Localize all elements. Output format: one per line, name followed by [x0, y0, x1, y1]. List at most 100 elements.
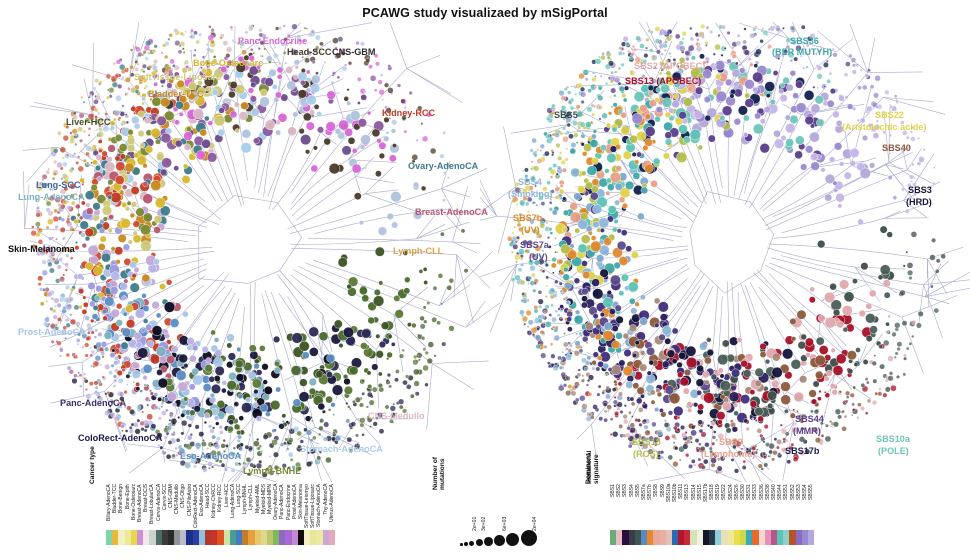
signature-label-12: SBS7b: [513, 213, 543, 223]
signature-legend-item[interactable]: SBS26: [733, 484, 740, 545]
signature-legend-swatch: [733, 530, 740, 545]
signature-legend-item[interactable]: SBS11: [678, 484, 685, 545]
signature-label-5: (Aristolochic acide): [842, 122, 927, 132]
signature-legend-item[interactable]: SBS40: [770, 484, 778, 545]
cancer-type-legend-item[interactable]: Lymph-CLL: [248, 484, 255, 545]
cancer-type-legend-item[interactable]: Breast-AdenoCA: [136, 484, 144, 545]
signature-legend-item[interactable]: SBS10b: [671, 484, 679, 545]
cancer-label-14: Prost-AdenoCA: [18, 327, 86, 337]
signature-legend-item[interactable]: SBS3: [622, 484, 629, 545]
signature-label-6: SBS40: [882, 143, 911, 153]
signature-legend-item[interactable]: SBS2: [616, 484, 623, 545]
signature-legend-item[interactable]: SBS31: [746, 484, 753, 545]
cancer-type-legend-swatch: [143, 530, 150, 545]
signature-legend-swatch: [770, 530, 778, 545]
cancer-type-legend-item[interactable]: Kidney-ChRCC: [211, 484, 218, 545]
signature-legend-item[interactable]: SBS55: [808, 484, 815, 545]
signature-legend-swatch: [789, 530, 796, 545]
signature-legend-item[interactable]: SBS7a: [640, 484, 648, 545]
mutation-count-tick: 3e+02: [480, 516, 487, 531]
cancer-type-legend-item[interactable]: Cervix-AdenoCA: [155, 484, 162, 545]
cancer-type-legend-item[interactable]: Cervix-SCC: [161, 484, 168, 545]
cancer-type-legend-item[interactable]: Ovary-AdenoCA: [273, 484, 280, 545]
signature-legend-item[interactable]: SBS1: [610, 484, 617, 545]
signature-legend-item[interactable]: SBS54: [801, 484, 808, 545]
signature-legend-item[interactable]: SBS8: [653, 484, 660, 545]
signature-legend-item[interactable]: SBS19: [715, 484, 722, 545]
signature-legend-swatch: [634, 530, 641, 545]
mutation-count-dot: [463, 542, 468, 546]
mutation-count-dot: [483, 537, 493, 546]
signature-legend-swatch: [665, 530, 672, 545]
signature-legend-swatch: [622, 530, 629, 545]
cancer-type-legend-item[interactable]: ColoRect-AdenoCA: [192, 484, 199, 545]
signature-legend-swatch: [746, 530, 753, 545]
cancer-type-legend-item[interactable]: CNS-Medullo: [174, 484, 181, 545]
signature-legend-item[interactable]: SBS51: [783, 484, 790, 545]
signature-legend-swatch: [801, 530, 808, 545]
cancer-type-plot[interactable]: [0, 22, 500, 482]
signature-legend-swatch: [709, 530, 716, 545]
signature-legend-label: SBS9: [659, 484, 666, 497]
cancer-type-legend-item[interactable]: Prost-AdenoCA: [291, 484, 298, 545]
signature-legend-label: SBS33: [752, 484, 759, 500]
cancer-type-legend-item[interactable]: Panc-AdenoCA: [279, 484, 286, 545]
cancer-type-legend-item[interactable]: Lung-AdenoCA: [229, 484, 236, 545]
cancer-type-legend-item[interactable]: SoftTissue-Liposarc: [310, 484, 317, 545]
cancer-type-legend-item[interactable]: Breast-DCIS: [143, 484, 150, 545]
signature-legend-item[interactable]: SBS24: [727, 484, 734, 545]
signature-legend-item[interactable]: SBS44: [777, 484, 784, 545]
mutational-signature-plot[interactable]: [480, 22, 970, 482]
cancer-label-5: Bladder-TCC: [148, 89, 204, 99]
cancer-type-panel: [0, 22, 500, 482]
signature-legend-item[interactable]: SBS9: [659, 484, 666, 545]
signature-legend-item[interactable]: SBS52: [789, 484, 796, 545]
cancer-type-legend-item[interactable]: Skin-Melanoma: [297, 484, 304, 545]
cancer-type-legend-label: Cervix-SCC: [161, 484, 168, 511]
signature-legend-item[interactable]: SBS13: [684, 484, 691, 545]
signature-legend-item[interactable]: SBS18: [709, 484, 716, 545]
cancer-type-legend-item[interactable]: Myeloid-MPN: [266, 484, 274, 545]
cancer-type-legend-item[interactable]: Bone-Osteosarc: [130, 484, 137, 545]
signature-legend-item[interactable]: SBS38: [764, 484, 771, 545]
signature-legend-item[interactable]: SBS4: [628, 484, 635, 545]
cancer-type-legend-item[interactable]: CNS-GBM: [167, 484, 175, 545]
cancer-type-legend-item[interactable]: SoftTissue-Leiomyo: [304, 484, 311, 545]
signature-legend-item[interactable]: SBS33: [752, 484, 759, 545]
signature-legend-item[interactable]: SBS36: [758, 484, 765, 545]
signature-legend-label: SBS36: [758, 484, 765, 500]
cancer-type-legend-item[interactable]: Lymph-BNHL: [242, 484, 249, 545]
signature-legend-label: SBS15: [696, 484, 703, 500]
cancer-type-legend-item[interactable]: CNS-PiloAstro: [186, 484, 193, 545]
cancer-type-legend-item[interactable]: Bone-Benign: [118, 484, 125, 545]
signature-legend-item[interactable]: SBS22: [721, 484, 728, 545]
cancer-type-legend-item[interactable]: Liver-HCC: [223, 484, 230, 545]
cancer-type-legend-item[interactable]: Uterus-AdenoCA: [328, 484, 335, 545]
cancer-type-legend-item[interactable]: Panc-Endocrine: [285, 484, 292, 545]
signature-legend-item[interactable]: SBS10a: [665, 484, 672, 545]
cancer-type-legend-item[interactable]: Myeloid-AML: [254, 484, 261, 545]
cancer-type-legend-item[interactable]: Breast-LobularCA: [149, 484, 156, 545]
signature-legend-item[interactable]: SBS5: [634, 484, 641, 545]
signature-legend-item[interactable]: SBS15: [696, 484, 703, 545]
signature-legend-item[interactable]: SBS14: [690, 484, 697, 545]
cancer-type-legend-swatch: [310, 530, 317, 545]
cancer-type-legend-item[interactable]: Myeloid-MDS: [260, 484, 267, 545]
signature-legend-item[interactable]: SBS17b: [702, 484, 709, 545]
cancer-type-legend-item[interactable]: Thy-AdenoCA: [322, 484, 329, 545]
signature-legend-item[interactable]: SBS53: [795, 484, 802, 545]
signature-legend-item[interactable]: SBS7b: [647, 484, 654, 545]
cancer-type-legend-item[interactable]: Eso-AdenoCA: [198, 484, 205, 545]
signature-legend-swatch: [678, 530, 685, 545]
cancer-type-legend-item[interactable]: Bone-Epith: [124, 484, 131, 545]
cancer-type-legend-item[interactable]: Head-SCC: [205, 484, 212, 545]
cancer-type-legend-item[interactable]: Lung-SCC: [235, 484, 243, 545]
cancer-type-legend-item[interactable]: CNS-Oligo: [180, 484, 187, 545]
cancer-type-legend-item[interactable]: Stomach-AdenoCA: [316, 484, 323, 545]
cancer-type-legend-item[interactable]: Kidney-RCC: [217, 484, 224, 545]
cancer-type-legend-swatch: [192, 530, 199, 545]
cancer-type-legend-swatch: [180, 530, 187, 545]
signature-legend-item[interactable]: SBS30: [739, 484, 747, 545]
cancer-type-legend-item[interactable]: Bladder-TCC: [112, 484, 119, 545]
cancer-type-legend-item[interactable]: Biliary-AdenoCA: [106, 484, 113, 545]
